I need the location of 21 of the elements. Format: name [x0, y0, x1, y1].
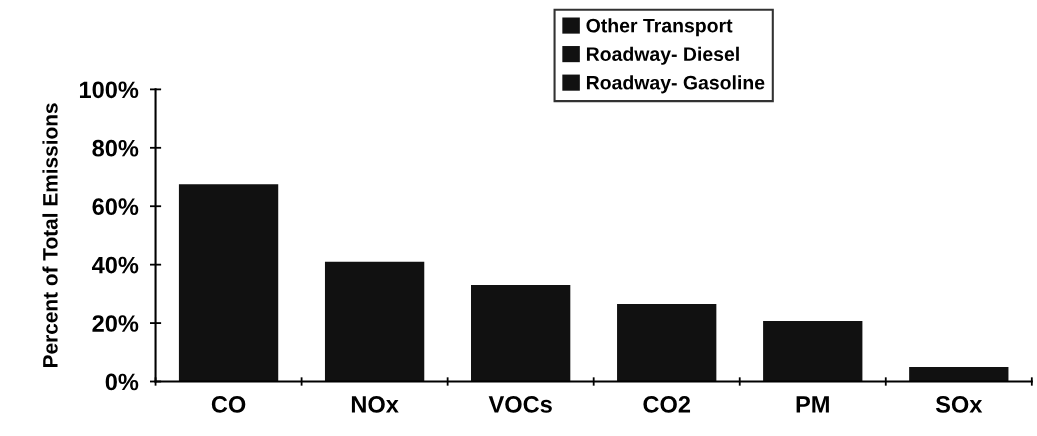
legend-label: Other Transport — [586, 18, 733, 37]
y-tick-label: 20% — [92, 315, 139, 332]
x-tick-label: NOx — [351, 396, 399, 413]
bar — [471, 285, 571, 382]
y-tick-label: 100% — [79, 81, 139, 99]
bar — [617, 304, 717, 382]
y-tick-label: 80% — [92, 139, 139, 157]
x-tick-label: VOCs — [488, 396, 552, 413]
x-tick-label: CO2 — [643, 396, 691, 413]
x-tick-label: PM — [796, 396, 829, 413]
bar — [324, 261, 425, 382]
y-tick-label: 40% — [91, 256, 139, 274]
legend-label: Roadway- Diesel — [586, 46, 739, 65]
bar — [178, 184, 279, 382]
x-tick-label: CO — [211, 396, 246, 413]
y-tick-label: 60% — [92, 198, 139, 216]
legend-label: Roadway- Gasoline — [586, 75, 765, 94]
bar — [763, 321, 863, 382]
y-tick-label: 0% — [105, 373, 139, 391]
x-tick-label: SOx — [935, 396, 983, 413]
y-axis-title: Percent of Total Emissions — [42, 103, 58, 367]
